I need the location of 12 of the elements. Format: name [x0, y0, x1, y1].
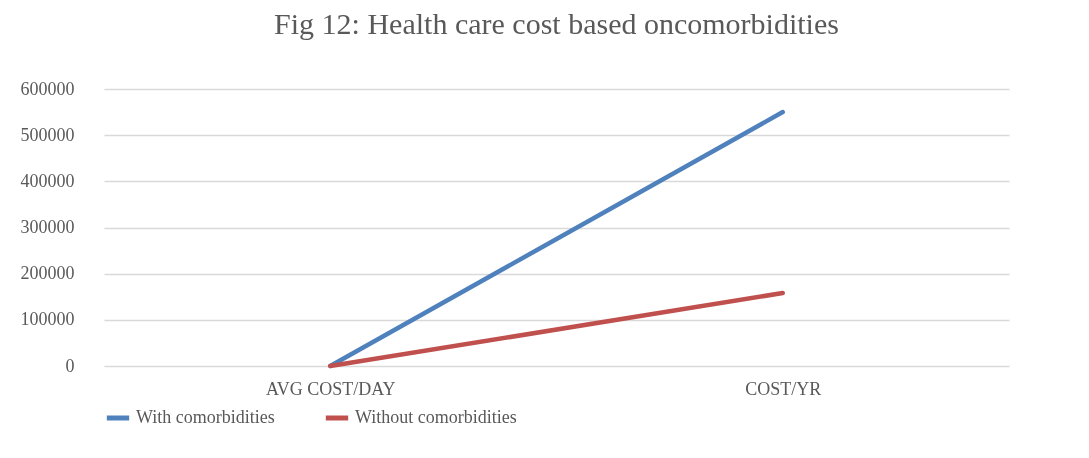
legend-label: With comorbidities [136, 407, 275, 427]
y-tick-label: 200000 [20, 263, 75, 284]
x-tick-label: COST/YR [745, 378, 822, 399]
y-tick-label: 400000 [20, 170, 75, 191]
legend-label: Without comorbidities [355, 407, 517, 427]
y-tick-label: 0 [65, 355, 75, 376]
y-tick-label: 300000 [20, 217, 75, 237]
x-tick-label: AVG COST/DAY [265, 378, 396, 399]
y-tick-label: 500000 [20, 124, 75, 145]
y-tick-label: 600000 [20, 78, 75, 99]
chart-title: Fig 12: Health care cost based oncomorbidities [274, 7, 839, 40]
y-tick-label: 100000 [20, 309, 75, 330]
